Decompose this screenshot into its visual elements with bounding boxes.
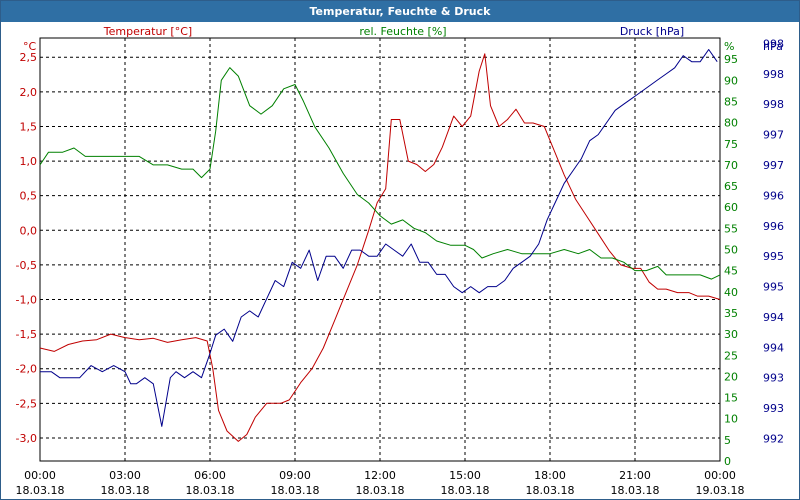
series-line-pressure bbox=[40, 49, 718, 427]
humidity-tick-label: 20 bbox=[724, 370, 738, 383]
x-tick-date-label: 18.03.18 bbox=[441, 484, 490, 497]
plot-area-border bbox=[39, 37, 721, 462]
x-tick-date-label: 18.03.18 bbox=[186, 484, 235, 497]
pressure-tick-label: 998 bbox=[763, 68, 784, 81]
x-tick-time-label: 09:00 bbox=[279, 469, 311, 482]
humidity-axis-label: rel. Feuchte [%] bbox=[359, 25, 446, 38]
window-title: Temperatur, Feuchte & Druck bbox=[1, 1, 799, 22]
pressure-tick-label: 996 bbox=[763, 220, 784, 233]
temperature-tick-label: 2,5 bbox=[20, 51, 38, 64]
pressure-tick-label: 992 bbox=[763, 433, 784, 446]
humidity-tick-label: 40 bbox=[724, 286, 738, 299]
humidity-tick-label: 55 bbox=[724, 222, 738, 235]
pressure-tick-label: 997 bbox=[763, 129, 784, 142]
x-tick-time-label: 06:00 bbox=[194, 469, 226, 482]
x-tick-date-label: 18.03.18 bbox=[526, 484, 575, 497]
x-tick-date-label: 18.03.18 bbox=[356, 484, 405, 497]
humidity-tick-label: 70 bbox=[724, 159, 738, 172]
pressure-tick-label: 993 bbox=[763, 402, 784, 415]
grid bbox=[40, 38, 720, 461]
humidity-tick-label: 50 bbox=[724, 244, 738, 257]
humidity-tick-label: 90 bbox=[724, 74, 738, 87]
series-line-temperature bbox=[39, 53, 721, 442]
temperature-tick-label: 2,0 bbox=[20, 86, 38, 99]
pressure-tick-label: 996 bbox=[763, 189, 784, 202]
humidity-tick-label: 0 bbox=[724, 455, 731, 468]
pressure-tick-label: 998 bbox=[763, 37, 784, 50]
humidity-tick-label: 80 bbox=[724, 117, 738, 130]
pressure-unit: hPa bbox=[763, 40, 783, 53]
humidity-tick-label: 25 bbox=[724, 349, 738, 362]
x-tick-date-label: 18.03.18 bbox=[271, 484, 320, 497]
x-tick-time-label: 18:00 bbox=[534, 469, 566, 482]
temperature-tick-label: -0,5 bbox=[16, 259, 37, 272]
humidity-tick-label: 5 bbox=[724, 434, 731, 447]
humidity-tick-label: 85 bbox=[724, 95, 738, 108]
x-tick-date-label: 18.03.18 bbox=[611, 484, 660, 497]
x-tick-time-label: 00:00 bbox=[24, 469, 56, 482]
pressure-tick-label: 994 bbox=[763, 311, 784, 324]
humidity-unit: % bbox=[724, 40, 734, 53]
tick-labels: 00:00 18.03.18 03:00 18.03.18 06:00 18.03.18 0… bbox=[16, 37, 784, 497]
humidity-tick-label: 75 bbox=[724, 138, 738, 151]
humidity-tick-label: 10 bbox=[724, 413, 738, 426]
humidity-tick-label: 65 bbox=[724, 180, 738, 193]
temperature-tick-label: 0,0 bbox=[20, 224, 38, 237]
series-line-humidity bbox=[39, 67, 721, 280]
x-tick-date-label: 19.03.18 bbox=[696, 484, 745, 497]
x-tick-time-label: 12:00 bbox=[364, 469, 396, 482]
temperature-tick-label: -2,5 bbox=[16, 397, 37, 410]
humidity-tick-label: 45 bbox=[724, 265, 738, 278]
pressure-tick-label: 995 bbox=[763, 281, 784, 294]
pressure-tick-label: 995 bbox=[763, 250, 784, 263]
temperature-tick-label: -3,0 bbox=[16, 432, 37, 445]
humidity-tick-label: 60 bbox=[724, 201, 738, 214]
x-tick-date-label: 18.03.18 bbox=[101, 484, 150, 497]
temperature-tick-label: 0,5 bbox=[20, 190, 38, 203]
series-group bbox=[39, 49, 721, 442]
humidity-tick-label: 95 bbox=[724, 53, 738, 66]
x-tick-time-label: 15:00 bbox=[449, 469, 481, 482]
pressure-axis-label: Druck [hPa] bbox=[620, 25, 684, 38]
pressure-tick-label: 997 bbox=[763, 159, 784, 172]
x-tick-time-label: 00:00 bbox=[704, 469, 736, 482]
temperature-axis-label: Temperatur [°C] bbox=[103, 25, 192, 38]
x-tick-time-label: 21:00 bbox=[619, 469, 651, 482]
x-tick-time-label: 03:00 bbox=[109, 469, 141, 482]
humidity-tick-label: 15 bbox=[724, 392, 738, 405]
x-tick-date-label: 18.03.18 bbox=[16, 484, 65, 497]
temperature-tick-label: 1,0 bbox=[20, 155, 38, 168]
humidity-tick-label: 35 bbox=[724, 307, 738, 320]
axis-labels: Temperatur [°C] rel. Feuchte [%] Druck [… bbox=[23, 25, 783, 53]
temperature-tick-label: -2,0 bbox=[16, 363, 37, 376]
temperature-tick-label: -1,5 bbox=[16, 328, 37, 341]
temperature-tick-label: 1,5 bbox=[20, 120, 38, 133]
temperature-unit: °C bbox=[23, 40, 37, 53]
temperature-tick-label: -1,0 bbox=[16, 294, 37, 307]
pressure-tick-label: 998 bbox=[763, 98, 784, 111]
pressure-tick-label: 994 bbox=[763, 341, 784, 354]
humidity-tick-label: 30 bbox=[724, 328, 738, 341]
pressure-tick-label: 993 bbox=[763, 372, 784, 385]
